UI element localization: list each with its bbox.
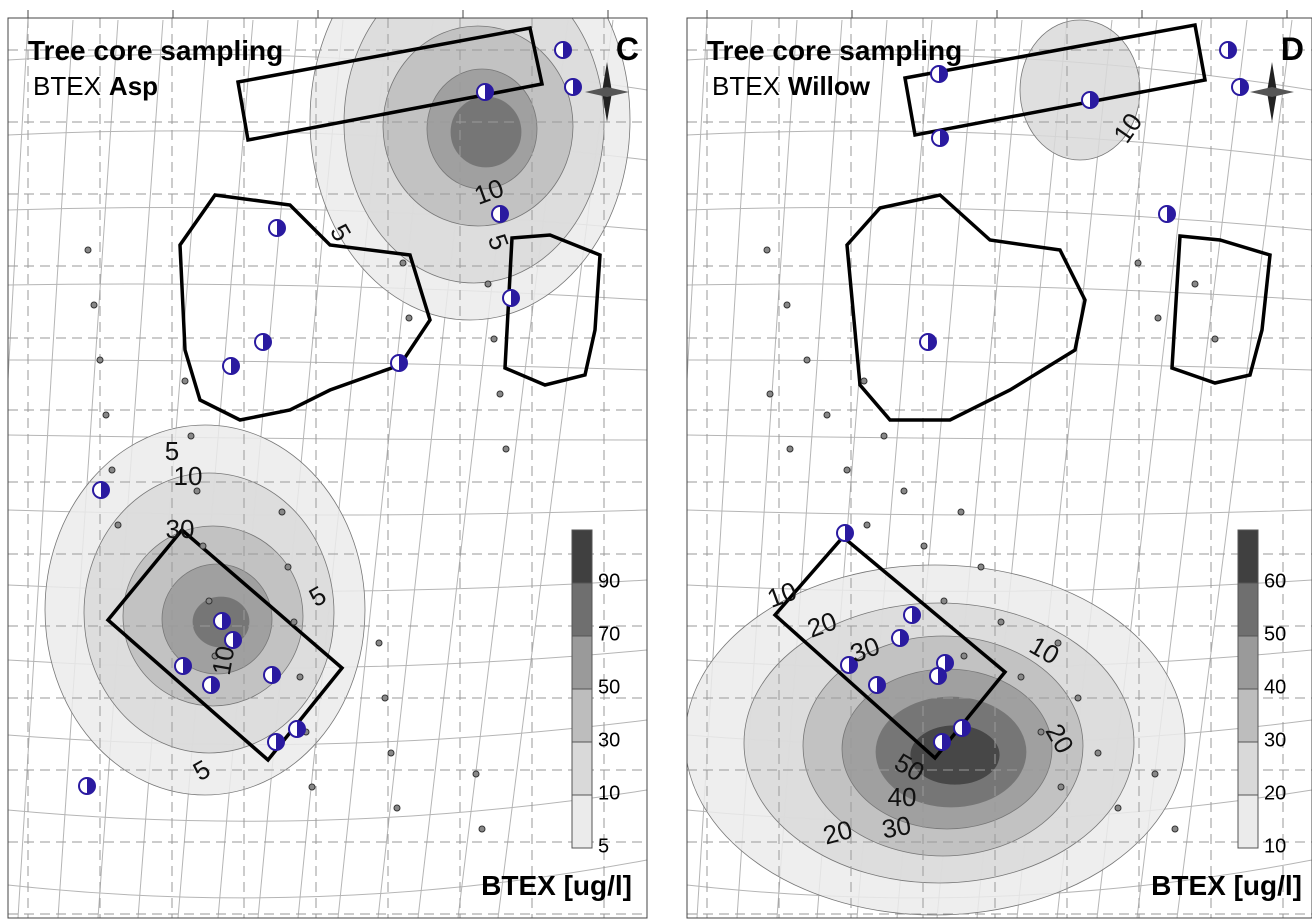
- panel-letter: D: [1281, 31, 1304, 67]
- site-point: [485, 281, 491, 287]
- site-point: [85, 247, 91, 253]
- site-point: [309, 784, 315, 790]
- site-point: [279, 509, 285, 515]
- subtitle: BTEX Asp: [33, 71, 158, 101]
- legend-title: BTEX [ug/l]: [1151, 870, 1302, 901]
- site-point: [97, 357, 103, 363]
- site-point: [1115, 805, 1121, 811]
- site-point: [1152, 771, 1158, 777]
- title: Tree core sampling: [707, 35, 962, 66]
- site-point: [1058, 784, 1064, 790]
- site-point: [784, 302, 790, 308]
- site-point: [941, 598, 947, 604]
- site-point: [1135, 260, 1141, 266]
- site-point: [804, 357, 810, 363]
- site-point: [901, 488, 907, 494]
- contour-label: 40: [888, 782, 917, 812]
- site-point: [109, 467, 115, 473]
- site-point: [881, 433, 887, 439]
- legend-swatch: [1238, 530, 1258, 583]
- contour-label: 10: [206, 644, 241, 678]
- subtitle-species: Willow: [788, 71, 871, 101]
- legend-label: 30: [598, 729, 620, 751]
- site-point: [844, 467, 850, 473]
- legend-swatch: [1238, 583, 1258, 636]
- site-point: [91, 302, 97, 308]
- panel-letter: C: [616, 31, 639, 67]
- site-point: [1018, 674, 1024, 680]
- legend-swatch: [1238, 742, 1258, 795]
- subtitle-prefix: BTEX: [712, 71, 780, 101]
- site-point: [388, 750, 394, 756]
- site-point: [1212, 336, 1218, 342]
- site-point: [1192, 281, 1198, 287]
- site-point: [473, 771, 479, 777]
- site-point: [206, 598, 212, 604]
- subtitle-species: Asp: [109, 71, 158, 101]
- legend-label: 60: [1264, 570, 1286, 592]
- site-point: [1075, 695, 1081, 701]
- site-point: [1095, 750, 1101, 756]
- site-point: [406, 315, 412, 321]
- legend-swatch: [1238, 795, 1258, 848]
- contour-zone: [451, 97, 521, 167]
- legend-label: 10: [598, 782, 620, 804]
- site-point: [115, 522, 121, 528]
- contour-label: 10: [174, 461, 203, 491]
- legend-label: 50: [598, 676, 620, 698]
- site-point: [291, 619, 297, 625]
- contour-label: 30: [166, 514, 195, 544]
- legend-label: 10: [1264, 835, 1286, 857]
- site-point: [200, 543, 206, 549]
- site-point: [1172, 826, 1178, 832]
- site-point: [497, 391, 503, 397]
- site-point: [297, 674, 303, 680]
- site-point: [764, 247, 770, 253]
- site-point: [400, 260, 406, 266]
- site-point: [103, 412, 109, 418]
- site-point: [978, 564, 984, 570]
- subtitle-prefix: BTEX: [33, 71, 101, 101]
- legend-label: 90: [598, 570, 620, 592]
- site-point: [824, 412, 830, 418]
- site-point: [787, 446, 793, 452]
- site-point: [958, 509, 964, 515]
- legend-title: BTEX [ug/l]: [481, 870, 632, 901]
- legend-swatch: [572, 636, 592, 689]
- legend-swatch: [572, 583, 592, 636]
- legend-swatch: [572, 795, 592, 848]
- site-point: [864, 522, 870, 528]
- site-point: [182, 378, 188, 384]
- site-point: [767, 391, 773, 397]
- legend-swatch: [572, 530, 592, 583]
- title: Tree core sampling: [28, 35, 283, 66]
- site-point: [188, 433, 194, 439]
- site-point: [861, 378, 867, 384]
- site-point: [998, 619, 1004, 625]
- site-point: [503, 446, 509, 452]
- site-point: [376, 640, 382, 646]
- site-point: [382, 695, 388, 701]
- legend-swatch: [1238, 689, 1258, 742]
- legend-label: 20: [1264, 782, 1286, 804]
- legend-label: 50: [1264, 623, 1286, 645]
- legend-swatch: [1238, 636, 1258, 689]
- site-point: [921, 543, 927, 549]
- legend-swatch: [572, 742, 592, 795]
- site-point: [285, 564, 291, 570]
- legend-label: 5: [598, 835, 609, 857]
- legend-label: 70: [598, 623, 620, 645]
- figure: 5103051051055Tree core samplingBTEXAspC5…: [0, 0, 1312, 923]
- site-point: [394, 805, 400, 811]
- legend-swatch: [572, 689, 592, 742]
- site-point: [479, 826, 485, 832]
- legend-label: 30: [1264, 729, 1286, 751]
- site-point: [961, 653, 967, 659]
- subtitle: BTEX Willow: [712, 71, 871, 101]
- contour-label: 30: [880, 810, 914, 845]
- site-point: [491, 336, 497, 342]
- legend-label: 40: [1264, 676, 1286, 698]
- site-point: [1155, 315, 1161, 321]
